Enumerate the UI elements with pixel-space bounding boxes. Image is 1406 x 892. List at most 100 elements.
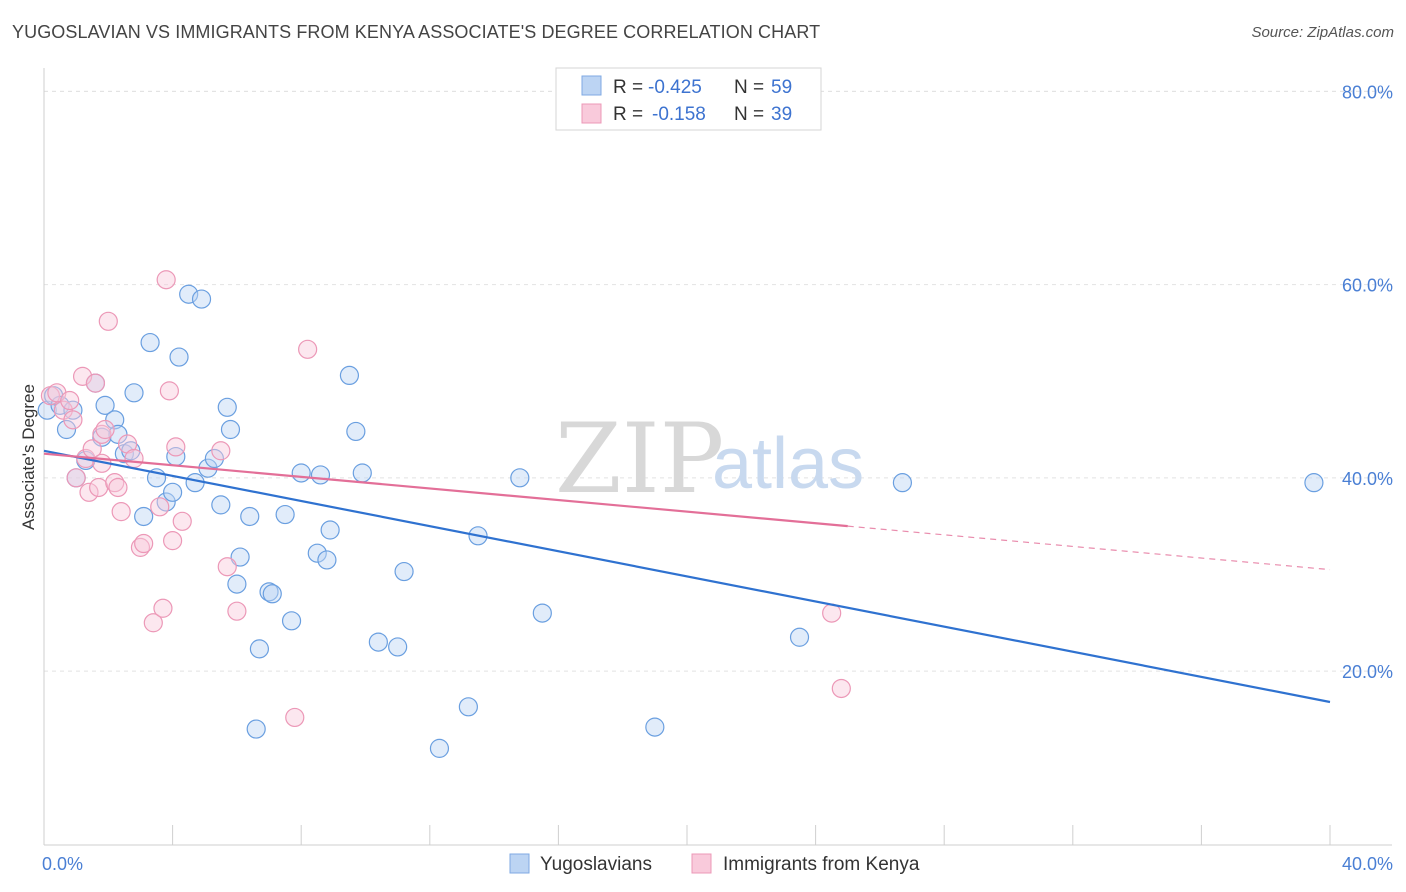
data-point [159,381,179,401]
data-point [124,448,144,469]
data-point [317,550,337,570]
data-point [892,473,913,493]
bottom-legend-yugoslavians: Yugoslavians [540,854,652,875]
data-point [217,397,237,417]
data-point [105,410,125,430]
data-point [156,270,176,290]
data-point [143,613,163,633]
source-label: Source: ZipAtlas.com [1251,24,1394,41]
data-point [63,410,83,430]
data-point [645,717,665,737]
legend-r-label-2: R = [613,104,643,125]
y-tick-label: 80.0% [1342,82,1393,102]
bottom-legend-kenya: Immigrants from Kenya [723,854,920,875]
data-point [429,738,450,758]
data-point [98,311,118,331]
x-tick-label-min: 0.0% [42,854,83,874]
data-point [79,482,99,502]
data-point [230,547,250,567]
data-point [179,284,199,304]
data-point [89,477,109,498]
data-point [368,632,388,652]
data-point [169,347,189,367]
y-tick-labels: 20.0% 40.0% 60.0% 80.0% [1342,82,1393,682]
trend-line-kenya [43,452,848,528]
watermark-zip: ZIP [555,403,724,515]
data-point [220,419,241,440]
data-point [275,504,295,525]
bottom-legend-swatch-pink [691,853,712,874]
y-axis-label: Associate's Degree [19,384,38,530]
data-point [191,289,212,309]
legend-n-value-2: 39 [771,104,792,125]
watermark-atlas: atlas [712,424,864,504]
series-yugoslavians [37,284,1324,758]
data-point [108,424,128,444]
data-point [85,373,106,393]
data-point [262,584,282,604]
y-tick-label: 20.0% [1342,662,1393,682]
data-point [124,383,144,403]
data-point [394,561,414,582]
trend-line-yugoslavians [43,449,1331,704]
legend-r-value-2: -0.158 [652,104,706,125]
data-point [163,482,183,502]
y-tick-label: 60.0% [1342,276,1393,296]
data-point [310,465,331,485]
data-point [281,611,302,631]
data-point [111,502,131,522]
data-point [172,511,192,531]
data-point [95,395,115,415]
legend-swatch-pink [581,103,602,124]
y-tick-label: 40.0% [1342,469,1393,489]
data-point [388,637,408,657]
bottom-legend-swatch-blue [509,853,530,874]
data-point [204,448,224,469]
data-point [185,473,205,493]
data-point [320,520,340,540]
data-point [211,441,231,461]
data-point [510,468,530,488]
data-point [352,463,372,483]
data-point [291,463,311,483]
bottom-legend: Yugoslavians Immigrants from Kenya [509,853,920,875]
chart-title: YUGOSLAVIAN VS IMMIGRANTS FROM KENYA ASS… [12,22,821,42]
axes [43,68,1392,846]
data-point [56,419,77,440]
data-point [246,719,266,739]
data-point [789,627,810,647]
data-point [240,506,260,527]
data-point [339,365,360,386]
data-point [285,707,305,728]
trend-lines [43,449,1331,704]
data-point [831,678,851,699]
legend-box: R = -0.425 N = 59 R = -0.158 N = 39 [555,67,822,131]
data-point [1304,473,1324,493]
data-point [346,421,366,442]
data-point [227,601,247,621]
data-point [307,543,327,563]
data-point [298,339,318,359]
data-point [458,697,478,717]
x-tick-label-max: 40.0% [1342,854,1393,874]
data-point [166,437,186,457]
data-point [211,495,231,515]
legend-r-label-1: R = [613,77,643,98]
series-kenya [40,101,851,728]
data-point [150,497,170,517]
legend-n-value-1: 59 [771,77,792,98]
data-point [134,533,154,554]
data-point [60,390,80,411]
data-point [134,506,154,527]
data-point [227,574,247,594]
data-point [95,419,115,440]
legend-n-label-1: N = [734,77,764,98]
x-tick-labels: 0.0% 40.0% [42,854,1393,874]
data-point [53,400,73,420]
data-point [163,531,183,551]
data-point [153,598,173,618]
data-point [532,603,552,623]
legend-n-label-2: N = [734,104,764,125]
legend-swatch-blue [581,75,602,96]
legend-r-value-1: -0.425 [648,77,702,98]
